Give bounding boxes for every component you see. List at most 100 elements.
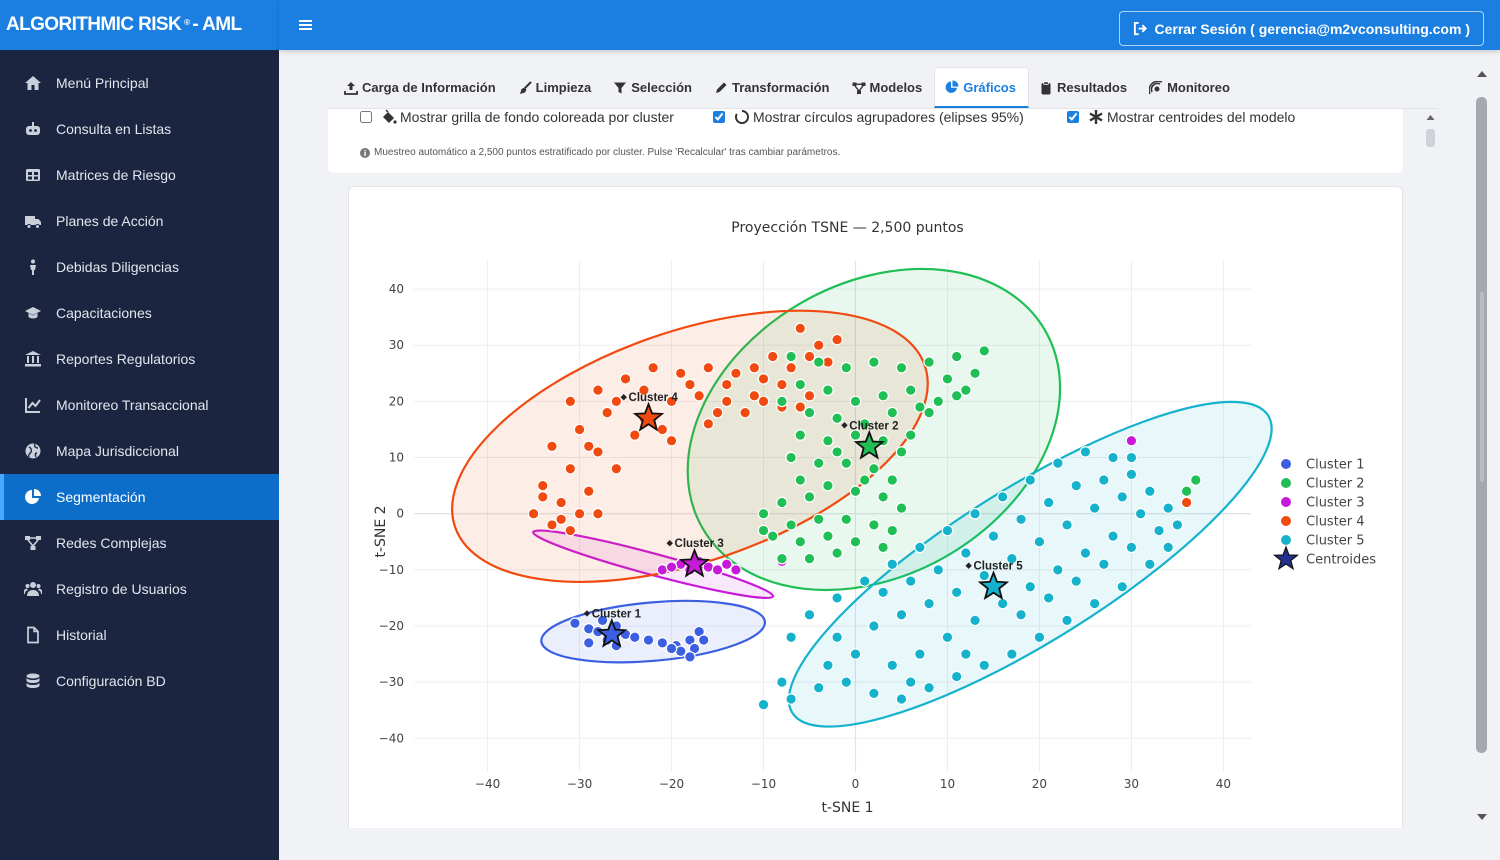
- tab-graficos[interactable]: Gráficos: [934, 67, 1029, 108]
- scatter-point: [1079, 446, 1092, 458]
- logout-button[interactable]: Cerrar Sesión ( gerencia@m2vconsulting.c…: [1119, 11, 1484, 46]
- tab-bar: Carga de Información Limpieza Selección Tra…: [328, 62, 1438, 109]
- centroids-checkbox[interactable]: [1067, 111, 1079, 123]
- centroid-label-marker: [620, 394, 627, 401]
- truck-icon: [25, 216, 41, 229]
- sidebar-item-redes-complejas[interactable]: Redes Complejas: [0, 520, 279, 566]
- scatter-point: [601, 406, 613, 419]
- window-scroll-track-inner: [1480, 292, 1484, 482]
- ellipses-checkbox[interactable]: [713, 111, 725, 123]
- pen-icon: [715, 82, 727, 93]
- scatter-point: [1098, 474, 1110, 486]
- satellite-icon: [1149, 80, 1163, 94]
- sidebar-item-segmentacion[interactable]: Segmentación: [0, 474, 279, 520]
- sidebar-item-consulta-en-listas[interactable]: Consulta en Listas: [0, 106, 279, 152]
- grid-option[interactable]: Mostrar grilla de fondo coloreada por cl…: [360, 109, 674, 125]
- x-tick-label: 0: [852, 777, 860, 791]
- circle-notch-icon: [735, 110, 749, 124]
- legend-entry: Cluster 2: [1306, 477, 1365, 492]
- scatter-point: [923, 356, 935, 368]
- centroid-star: [632, 401, 665, 432]
- scatter-point: [1070, 479, 1083, 492]
- tab-limpieza[interactable]: Limpieza: [508, 67, 604, 108]
- centroids-option[interactable]: Mostrar centroides del modelo: [1067, 109, 1295, 125]
- scatter-point: [785, 361, 797, 374]
- scatter-point: [757, 524, 770, 537]
- scatter-point: [812, 681, 825, 694]
- sidebar-item-planes-de-accion[interactable]: Planes de Acción: [0, 198, 279, 244]
- brand-registered-mark: ®: [184, 17, 190, 27]
- scatter-point: [969, 614, 981, 627]
- scatter-point: [684, 651, 696, 663]
- window-scrollbar[interactable]: [1472, 62, 1492, 828]
- window-scroll-down-arrow: [1477, 814, 1487, 820]
- sidebar-item-mapa-jurisdiccional[interactable]: Mapa Jurisdiccional: [0, 428, 279, 474]
- sidebar-item-reportes-regulatorios[interactable]: Reportes Regulatorios: [0, 336, 279, 382]
- sidebar-item-registro-de-usuarios[interactable]: Registro de Usuarios: [0, 566, 279, 612]
- scatter-point: [776, 552, 788, 565]
- scatter-point: [803, 389, 816, 402]
- tsne-scatter-chart[interactable]: Proyección TSNE — 2,500 puntos −40 −30 −20 −…: [349, 187, 1404, 828]
- scatter-point: [822, 530, 834, 542]
- sidebar-item-label: Segmentación: [56, 489, 146, 505]
- x-tick-label: 40: [1216, 777, 1231, 791]
- tab-modelos[interactable]: Modelos: [842, 67, 935, 108]
- tab-monitoreo[interactable]: Monitoreo: [1139, 67, 1242, 108]
- sidebar-item-historial[interactable]: Historial: [0, 612, 279, 658]
- scatter-point: [794, 378, 807, 391]
- x-tick-label: −10: [751, 777, 776, 791]
- sidebar-item-matrices-de-riesgo[interactable]: Matrices de Riesgo: [0, 152, 279, 198]
- tab-seleccion[interactable]: Selección: [603, 67, 704, 108]
- tab-label: Resultados: [1056, 80, 1128, 95]
- scatter-point: [868, 462, 880, 475]
- sidebar-item-monitoreo-transaccional[interactable]: Monitoreo Transaccional: [0, 382, 279, 428]
- ellipses-option[interactable]: Mostrar círculos agrupadores (elipses 95…: [713, 109, 1024, 125]
- scatter-point: [573, 507, 586, 520]
- info-circle-icon: [360, 147, 370, 158]
- sidebar-item-configuracion-bd[interactable]: Configuración BD: [0, 658, 279, 704]
- x-tick-label: 30: [1124, 777, 1139, 791]
- scatter-point: [803, 350, 816, 363]
- scatter-point: [996, 597, 1009, 610]
- scatter-point: [904, 575, 917, 587]
- scatter-point: [1180, 485, 1193, 498]
- scatter-point: [794, 322, 807, 335]
- panel-scrollbar[interactable]: [1423, 109, 1438, 828]
- scatter-point: [831, 631, 843, 644]
- sidebar-item-capacitaciones[interactable]: Capacitaciones: [0, 290, 279, 336]
- brand-logo[interactable]: ALGORITHMIC RISK ® - AML: [0, 0, 279, 50]
- menu-toggle-icon[interactable]: [297, 14, 315, 36]
- scatter-point: [877, 586, 889, 599]
- scatter-point: [1171, 519, 1184, 531]
- table-icon: [26, 169, 40, 181]
- scatter-point: [1006, 552, 1018, 565]
- scatter-point: [849, 485, 862, 498]
- x-axis-label: t-SNE 1: [821, 800, 873, 816]
- scatter-point: [1190, 474, 1202, 486]
- scatter-point: [812, 356, 825, 368]
- legend-marker: [1281, 535, 1291, 545]
- top-bar: Cerrar Sesión ( gerencia@m2vconsulting.c…: [279, 0, 1500, 50]
- scatter-point: [730, 367, 742, 380]
- scatter-point: [849, 648, 862, 660]
- scatter-point: [923, 597, 935, 610]
- scatter-point: [1125, 434, 1138, 447]
- sidebar-item-debidas-diligencias[interactable]: Debidas Diligencias: [0, 244, 279, 290]
- scatter-point: [628, 429, 641, 441]
- scatter-point: [932, 564, 945, 576]
- tab-transformacion[interactable]: Transformación: [704, 67, 842, 108]
- grid-checkbox[interactable]: [360, 111, 372, 123]
- scatter-point: [730, 564, 742, 576]
- scatter-point: [868, 620, 880, 632]
- file-icon: [27, 626, 39, 644]
- tab-carga-de-informacion[interactable]: Carga de Información: [334, 67, 508, 108]
- scatter-point: [1015, 608, 1027, 621]
- sidebar-item-label: Monitoreo Transaccional: [56, 397, 209, 413]
- centroids-option-label: Mostrar centroides del modelo: [1107, 109, 1296, 125]
- scatter-point: [803, 608, 816, 621]
- sidebar: ALGORITHMIC RISK ® - AML Menú Principal Con…: [0, 0, 279, 860]
- tab-resultados[interactable]: Resultados: [1029, 67, 1139, 108]
- scatter-point: [1098, 558, 1110, 571]
- y-tick-label: 10: [389, 451, 404, 465]
- sidebar-item-menu-principal[interactable]: Menú Principal: [0, 60, 279, 106]
